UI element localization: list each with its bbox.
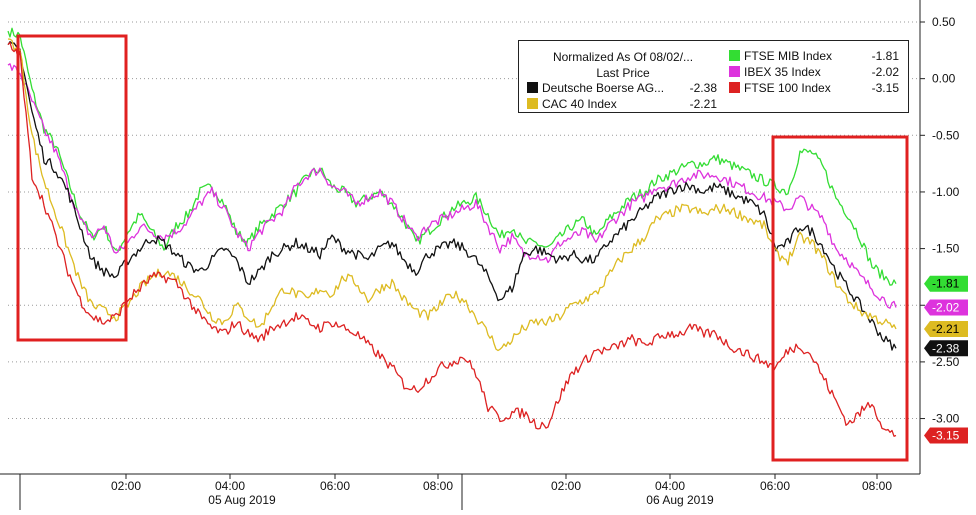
legend-entry-ibex-35: IBEX 35 Index -2.02 [729, 65, 899, 80]
legend-label: FTSE 100 Index [744, 81, 831, 95]
y-tick-label: 0.00 [932, 72, 956, 86]
legend-swatch [729, 82, 740, 93]
value-tags: -1.81 -2.02 -2.38 -2.21 -3.15 [924, 275, 968, 444]
value-tag-label: -2.21 [932, 322, 960, 336]
y-tick-label: 0.50 [932, 15, 956, 29]
legend-value: -3.15 [871, 81, 899, 95]
legend-entry-deutsche-boerse: Deutsche Boerse AG... -2.38 [527, 81, 717, 96]
value-tag [924, 275, 968, 292]
x-tick-label: 08:00 [862, 479, 892, 493]
x-tick-label: 02:00 [551, 479, 581, 493]
value-tag-label: -1.81 [932, 277, 960, 291]
x-tick-label: 06:00 [320, 479, 350, 493]
y-tick-label: -1.00 [932, 185, 960, 199]
value-tag-label: -2.38 [932, 341, 960, 355]
value-tag-label: -3.15 [932, 429, 960, 443]
y-tick-label: -3.00 [932, 412, 960, 426]
x-tick-label: 08:00 [423, 479, 453, 493]
legend-header: Normalized As Of 08/02/... Last Price [533, 49, 713, 81]
legend-value: -1.81 [871, 49, 899, 63]
value-tag [924, 340, 968, 357]
series-line-2 [7, 41, 897, 351]
value-tag-label: -2.02 [932, 301, 960, 315]
legend-entry-ftse-100: FTSE 100 Index -3.15 [729, 81, 899, 96]
series-lines [7, 27, 897, 437]
legend-swatch [729, 50, 740, 61]
value-tag [924, 321, 968, 338]
x-date-label: 05 Aug 2019 [208, 493, 276, 507]
legend-header-subtitle: Last Price [596, 66, 650, 80]
legend-swatch [527, 98, 538, 109]
highlight-box-2 [771, 135, 909, 462]
legend-swatch [729, 66, 740, 77]
highlight-box-1 [16, 34, 128, 342]
legend-value: -2.21 [689, 97, 717, 111]
legend-value: -2.02 [871, 65, 899, 79]
legend-label: IBEX 35 Index [744, 65, 821, 79]
x-tick-label: 04:00 [215, 479, 245, 493]
legend-swatch [527, 82, 538, 93]
x-date-label: 06 Aug 2019 [646, 493, 714, 507]
series-line-4 [7, 41, 897, 437]
x-tick-label: 06:00 [760, 479, 790, 493]
legend-label: CAC 40 Index [542, 97, 617, 111]
legend: Normalized As Of 08/02/... Last Price De… [518, 40, 909, 113]
y-tick-label: -2.50 [932, 355, 960, 369]
value-tag [924, 299, 968, 316]
y-tick-label: -1.50 [932, 242, 960, 256]
x-tick-label: 02:00 [111, 479, 141, 493]
series-line-3 [7, 38, 897, 352]
highlight-boxes [16, 34, 909, 462]
x-tick-label: 04:00 [655, 479, 685, 493]
legend-entry-ftse-mib: FTSE MIB Index -1.81 [729, 49, 899, 64]
legend-label: Deutsche Boerse AG... [542, 81, 665, 95]
y-tick-label: -0.50 [932, 128, 960, 142]
legend-label: FTSE MIB Index [744, 49, 833, 63]
series-line-0 [7, 27, 897, 286]
series-line-1 [7, 63, 897, 309]
legend-entry-cac-40: CAC 40 Index -2.21 [527, 97, 717, 112]
legend-value: -2.38 [689, 81, 717, 95]
legend-header-title: Normalized As Of 08/02/... [552, 50, 694, 64]
value-tag [924, 427, 968, 444]
